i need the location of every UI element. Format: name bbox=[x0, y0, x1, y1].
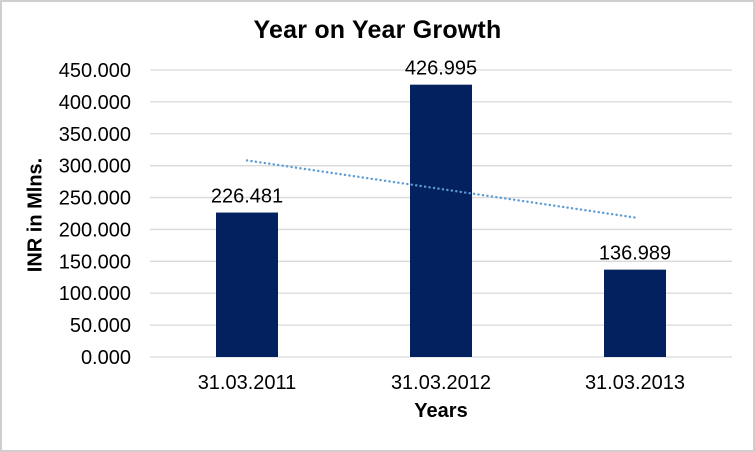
y-tick-label: 200.000 bbox=[59, 219, 131, 241]
y-tick-label: 50.000 bbox=[70, 315, 131, 337]
chart-title: Year on Year Growth bbox=[253, 16, 502, 44]
y-tick-label: 300.000 bbox=[59, 156, 131, 178]
bar bbox=[216, 212, 278, 357]
bar-value-label: 426.995 bbox=[405, 58, 477, 80]
x-tick-label: 31.03.2013 bbox=[585, 372, 685, 394]
y-tick-label: 250.000 bbox=[59, 188, 131, 210]
bar-value-label: 226.481 bbox=[211, 186, 283, 208]
y-tick-label: 450.000 bbox=[59, 60, 131, 82]
bar bbox=[410, 84, 472, 357]
y-tick-label: 150.000 bbox=[59, 251, 131, 273]
y-axis-title: INR in Mlns. bbox=[24, 157, 47, 273]
x-axis-title: Years bbox=[414, 400, 468, 422]
bar-value-label: 136.989 bbox=[599, 243, 671, 265]
y-tick-label: 350.000 bbox=[59, 124, 131, 146]
x-tick-label: 31.03.2011 bbox=[198, 372, 297, 394]
bar bbox=[604, 269, 666, 357]
x-tick-label: 31.03.2012 bbox=[391, 372, 491, 394]
y-tick-label: 400.000 bbox=[59, 92, 131, 114]
y-tick-label: 0.000 bbox=[81, 347, 131, 369]
y-tick-label: 100.000 bbox=[59, 283, 131, 305]
